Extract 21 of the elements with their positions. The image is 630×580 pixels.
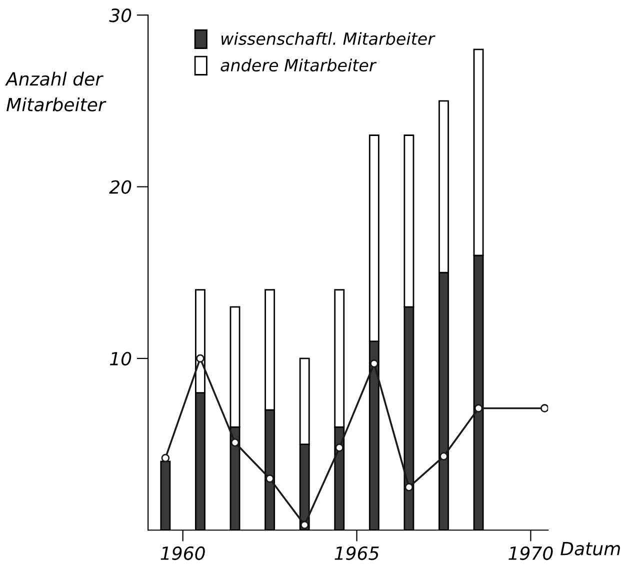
point	[196, 354, 204, 363]
point	[440, 452, 448, 460]
legend-label: andere Mitarbeiter	[220, 58, 377, 72]
point	[404, 483, 414, 492]
y-tick-label: 10	[110, 352, 132, 366]
point	[335, 444, 344, 452]
x-axis-title: Datum	[560, 542, 620, 556]
x-tick-label: 1970	[508, 546, 553, 560]
point	[370, 359, 378, 368]
legend-label: wissenschaftl. Mitarbeiter	[221, 32, 436, 45]
x-tick-label: 1965	[334, 546, 379, 560]
point	[266, 474, 274, 483]
y-tick-label: 20	[109, 180, 132, 194]
point	[474, 404, 483, 412]
point	[540, 404, 548, 412]
y-tick-label: 30	[109, 8, 132, 22]
point	[300, 520, 309, 530]
x-tick-label: 1960	[160, 546, 205, 560]
y-axis-title: Anzahl der Mitarbeiter	[5, 72, 106, 112]
point	[230, 438, 240, 447]
point	[161, 454, 170, 462]
